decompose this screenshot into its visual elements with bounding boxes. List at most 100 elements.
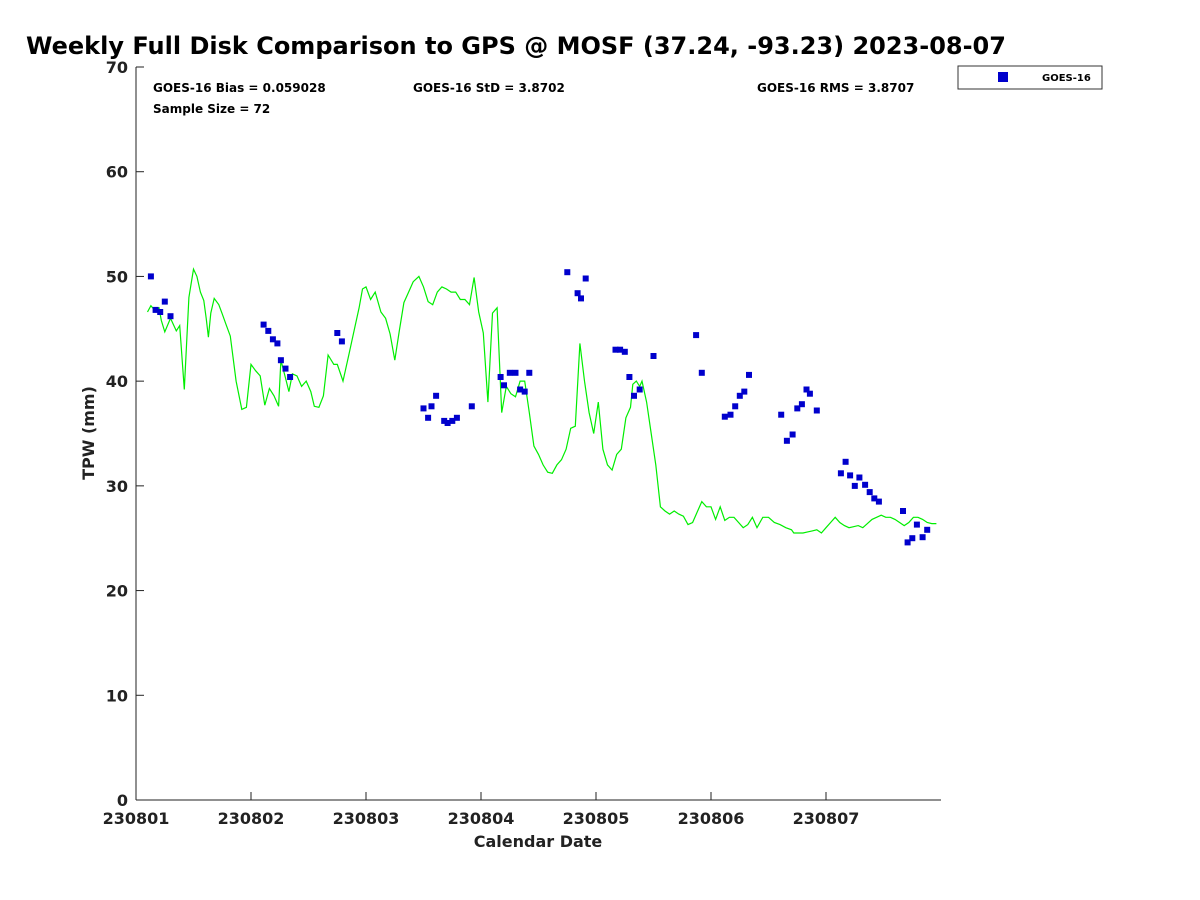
goes16-point [803, 386, 810, 393]
goes16-point [736, 392, 743, 399]
goes16-point [147, 273, 154, 280]
goes16-point [693, 332, 700, 339]
goes16-point [698, 369, 705, 376]
y-tick-label: 40 [106, 372, 128, 391]
legend-marker-goes16 [998, 72, 1008, 82]
y-axis-ticks: 0 10 20 30 40 50 60 70 [106, 58, 144, 810]
goes16-point [919, 534, 926, 541]
goes16-point [521, 388, 528, 395]
rms-stat: GOES-16 RMS = 3.8707 [757, 81, 914, 95]
goes16-point [636, 386, 643, 393]
goes16-point [574, 290, 581, 297]
gps-series [146, 267, 937, 534]
goes16-point [746, 371, 752, 378]
legend-label-goes16: GOES-16 [1042, 73, 1091, 84]
std-stat: GOES-16 StD = 3.8702 [413, 81, 565, 95]
x-tick-label: 230802 [218, 809, 285, 828]
goes16-point [875, 498, 882, 505]
goes16-point [721, 413, 728, 420]
x-tick-label: 230801 [103, 809, 170, 828]
bias-stat: GOES-16 Bias = 0.059028 [153, 81, 326, 95]
goes16-point [727, 411, 734, 418]
goes16-point [468, 403, 475, 410]
goes16-point [789, 431, 796, 438]
goes16-point [497, 374, 504, 380]
goes16-point [904, 539, 911, 546]
goes16-point [277, 357, 284, 364]
x-tick-label: 230805 [563, 809, 630, 828]
goes16-point [924, 526, 931, 533]
goes16-point [564, 269, 571, 276]
goes16-point [650, 353, 657, 359]
x-tick-label: 230803 [333, 809, 400, 828]
goes16-point [444, 420, 451, 426]
x-axis-ticks: 230801 230802 230803 230804 230805 230806 2308… [103, 792, 860, 828]
goes16-point [338, 338, 345, 345]
goes16-point [783, 437, 790, 444]
goes16-point [582, 275, 589, 282]
goes16-point [428, 403, 435, 410]
goes16-point [612, 346, 619, 353]
goes16-point [909, 535, 916, 542]
x-tick-label: 230806 [678, 809, 745, 828]
goes16-point [425, 414, 432, 421]
goes16-point [449, 417, 456, 424]
goes16-point [626, 374, 633, 380]
goes16-point [441, 417, 448, 424]
goes16-point [617, 346, 624, 353]
goes16-point [732, 403, 739, 410]
y-tick-label: 70 [106, 58, 128, 77]
goes16-point [282, 365, 289, 372]
y-tick-label: 10 [106, 686, 128, 705]
goes16-point [851, 482, 858, 489]
y-tick-label: 0 [117, 791, 128, 810]
goes16-point [871, 495, 878, 502]
legend-box [957, 65, 1103, 90]
goes16-point [847, 472, 854, 479]
goes16-point [501, 382, 507, 389]
goes16-point [578, 295, 584, 302]
goes16-point [526, 369, 533, 376]
goes16-point [334, 330, 341, 336]
legend: GOES-16 [957, 65, 1103, 90]
goes16-point [152, 306, 159, 313]
plot-area [136, 67, 941, 800]
goes16-point [798, 401, 805, 408]
goes16-point [842, 458, 849, 465]
goes16-point [631, 392, 637, 399]
goes16-point [794, 405, 801, 412]
goes16-point [837, 470, 844, 477]
goes16-point [157, 309, 164, 315]
y-tick-label: 60 [106, 163, 128, 182]
sample-size-stat: Sample Size = 72 [153, 102, 270, 116]
goes16-point [287, 374, 294, 380]
goes16-point [813, 407, 820, 414]
goes16-point [512, 369, 519, 376]
goes16-point [269, 336, 276, 343]
goes16-point [913, 521, 920, 528]
goes16-point [433, 392, 440, 399]
y-axis-label: TPW (mm) [79, 386, 98, 480]
goes16-point [856, 474, 863, 481]
goes16-point [167, 313, 174, 320]
goes16-point [453, 414, 460, 421]
goes16-point [741, 388, 748, 395]
goes16-point [866, 489, 873, 496]
goes16-point [806, 390, 813, 397]
goes16-point [265, 327, 272, 334]
goes16-point [260, 321, 267, 328]
goes16-point [274, 340, 281, 347]
y-tick-label: 30 [106, 477, 128, 496]
goes16-point [778, 411, 785, 418]
gps-line [146, 267, 937, 534]
chart-title: Weekly Full Disk Comparison to GPS @ MOS… [26, 32, 1006, 60]
x-tick-label: 230807 [793, 809, 860, 828]
goes16-series [147, 269, 931, 546]
goes16-point [621, 348, 628, 355]
goes16-point [506, 369, 513, 376]
x-tick-label: 230804 [448, 809, 515, 828]
goes16-point [420, 405, 427, 412]
y-tick-label: 20 [106, 582, 128, 601]
goes16-point [900, 508, 906, 514]
